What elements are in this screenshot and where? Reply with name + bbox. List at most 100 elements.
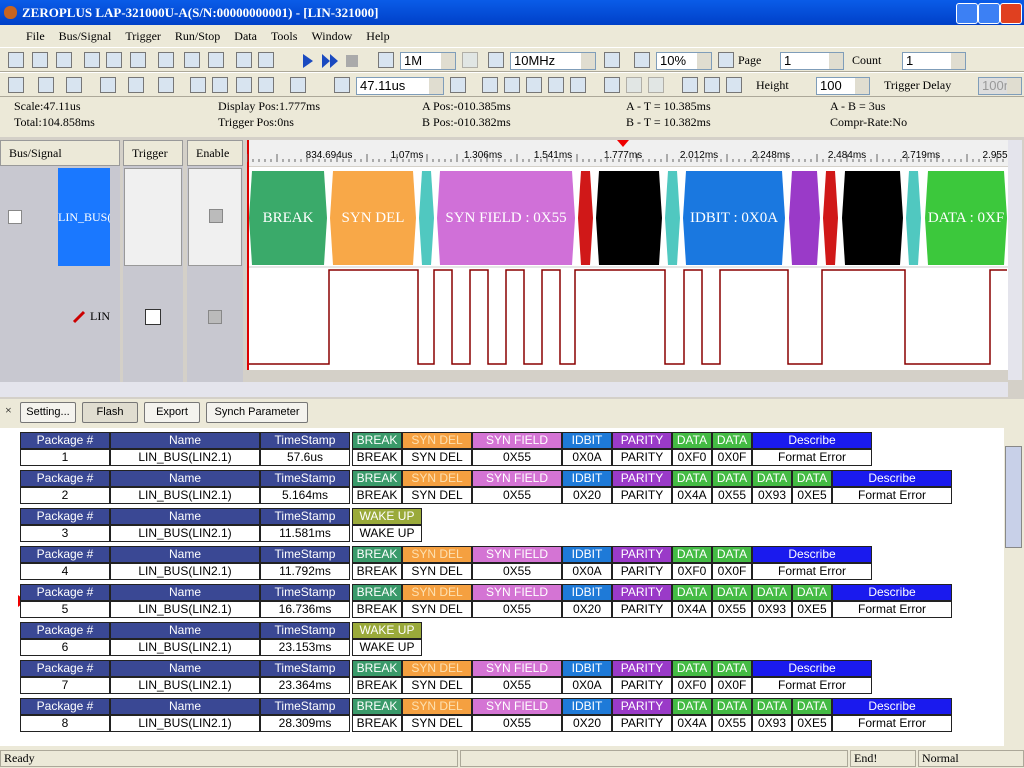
cell-value[interactable]: PARITY — [612, 563, 672, 580]
cell-value[interactable]: 0XE5 — [792, 715, 832, 732]
cell-value[interactable]: 23.153ms — [260, 639, 350, 656]
export-button[interactable]: Export — [144, 402, 200, 423]
cell-value[interactable]: PARITY — [612, 715, 672, 732]
cell-value[interactable]: 0X0A — [562, 563, 612, 580]
cell-value[interactable]: 0X55 — [712, 487, 752, 504]
cell-value[interactable]: 0X20 — [562, 601, 612, 618]
cell-value[interactable]: 0XE5 — [792, 601, 832, 618]
synch-parameter-button[interactable]: Synch Parameter — [206, 402, 308, 423]
cell-value[interactable]: LIN_BUS(LIN2.1) — [110, 639, 260, 656]
cell-value[interactable]: SYN DEL — [402, 601, 472, 618]
cell-value[interactable]: WAKE UP — [352, 639, 422, 656]
vertical-scrollbar[interactable] — [1008, 140, 1022, 380]
cell-value[interactable]: 0XF0 — [672, 677, 712, 694]
cell-value[interactable]: 0X4A — [672, 715, 712, 732]
scale-select[interactable]: 47.11us — [356, 77, 444, 95]
signal-enable[interactable] — [208, 310, 222, 324]
cell-value[interactable]: 11.581ms — [260, 525, 350, 542]
menu-item[interactable]: Help — [366, 29, 390, 43]
cell-value[interactable]: 57.6us — [260, 449, 350, 466]
cell-value[interactable]: 0X4A — [672, 601, 712, 618]
cell-value[interactable]: 5 — [20, 601, 110, 618]
cell-value[interactable]: 0X55 — [472, 677, 562, 694]
cell-value[interactable]: 28.309ms — [260, 715, 350, 732]
menu-item[interactable]: Bus/Signal — [58, 29, 112, 43]
cell-value[interactable]: 0X0A — [562, 677, 612, 694]
cell-value[interactable]: PARITY — [612, 449, 672, 466]
cell-value[interactable]: 16.736ms — [260, 601, 350, 618]
close-button[interactable] — [1000, 3, 1022, 24]
cell-value[interactable]: PARITY — [612, 601, 672, 618]
signal-trigger[interactable] — [145, 309, 161, 325]
height-select[interactable]: 100 — [816, 77, 870, 95]
cell-value[interactable]: Format Error — [752, 563, 872, 580]
maximize-button[interactable] — [978, 3, 1000, 24]
cell-value[interactable]: 0X55 — [472, 487, 562, 504]
cell-value[interactable]: 8 — [20, 715, 110, 732]
cell-value[interactable]: LIN_BUS(LIN2.1) — [110, 525, 260, 542]
cell-value[interactable]: SYN DEL — [402, 449, 472, 466]
horizontal-scrollbars[interactable] — [0, 382, 1008, 397]
cell-value[interactable]: LIN_BUS(LIN2.1) — [110, 715, 260, 732]
cell-value[interactable]: LIN_BUS(LIN2.1) — [110, 601, 260, 618]
cell-value[interactable]: 0XF0 — [672, 563, 712, 580]
cell-value[interactable]: 0X0A — [562, 449, 612, 466]
cell-value[interactable]: 3 — [20, 525, 110, 542]
cell-value[interactable]: SYN DEL — [402, 487, 472, 504]
frequency-select[interactable]: 10MHz — [510, 52, 596, 70]
cell-value[interactable]: 0X20 — [562, 487, 612, 504]
cell-value[interactable]: BREAK — [352, 715, 402, 732]
table-scrollbar[interactable] — [1004, 428, 1022, 746]
cell-value[interactable]: LIN_BUS(LIN2.1) — [110, 449, 260, 466]
cell-value[interactable]: 0X0F — [712, 563, 752, 580]
cell-value[interactable]: 0X93 — [752, 715, 792, 732]
cell-value[interactable]: Format Error — [832, 601, 952, 618]
run-controls[interactable] — [300, 52, 366, 70]
cell-value[interactable]: BREAK — [352, 449, 402, 466]
collapse-button[interactable] — [8, 210, 22, 224]
cell-value[interactable]: 0X55 — [472, 449, 562, 466]
cell-value[interactable]: 0X20 — [562, 715, 612, 732]
bus-trigger[interactable] — [124, 168, 182, 266]
bus-label[interactable]: LIN_BUS(L — [58, 168, 110, 266]
cell-value[interactable]: SYN DEL — [402, 715, 472, 732]
ratio-select[interactable]: 10% — [656, 52, 712, 70]
cell-value[interactable]: 1 — [20, 449, 110, 466]
cell-value[interactable]: LIN_BUS(LIN2.1) — [110, 677, 260, 694]
cell-value[interactable]: BREAK — [352, 563, 402, 580]
cell-value[interactable]: 11.792ms — [260, 563, 350, 580]
cell-value[interactable]: WAKE UP — [352, 525, 422, 542]
bus-enable[interactable] — [188, 168, 242, 266]
menu-item[interactable]: Trigger — [125, 29, 161, 43]
cell-value[interactable]: PARITY — [612, 487, 672, 504]
menu-item[interactable]: Run/Stop — [174, 29, 221, 43]
minimize-button[interactable] — [956, 3, 978, 24]
cell-value[interactable]: BREAK — [352, 487, 402, 504]
cell-value[interactable]: Format Error — [752, 449, 872, 466]
cell-value[interactable]: 0X55 — [472, 601, 562, 618]
count-select[interactable]: 1 — [902, 52, 966, 70]
cell-value[interactable]: PARITY — [612, 677, 672, 694]
cell-value[interactable]: 0X93 — [752, 601, 792, 618]
cell-value[interactable]: 0XE5 — [792, 487, 832, 504]
cell-value[interactable]: LIN_BUS(LIN2.1) — [110, 563, 260, 580]
cell-value[interactable]: 6 — [20, 639, 110, 656]
cell-value[interactable]: SYN DEL — [402, 677, 472, 694]
cell-value[interactable]: 4 — [20, 563, 110, 580]
cell-value[interactable]: 0X4A — [672, 487, 712, 504]
menu-item[interactable]: Window — [311, 29, 353, 43]
menu-item[interactable]: File — [26, 29, 45, 43]
cell-value[interactable]: 0X55 — [712, 715, 752, 732]
cell-value[interactable]: Format Error — [832, 715, 952, 732]
flash-button[interactable]: Flash — [82, 402, 138, 423]
cell-value[interactable]: 0X55 — [472, 715, 562, 732]
memory-select[interactable]: 1M — [400, 52, 456, 70]
cell-value[interactable]: 0X0F — [712, 677, 752, 694]
cell-value[interactable]: BREAK — [352, 601, 402, 618]
trigger-delay-input[interactable]: 100n — [978, 77, 1022, 95]
page-select[interactable]: 1 — [780, 52, 844, 70]
cell-value[interactable]: 2 — [20, 487, 110, 504]
cell-value[interactable]: 5.164ms — [260, 487, 350, 504]
cell-value[interactable]: 0XF0 — [672, 449, 712, 466]
cell-value[interactable]: 0X93 — [752, 487, 792, 504]
